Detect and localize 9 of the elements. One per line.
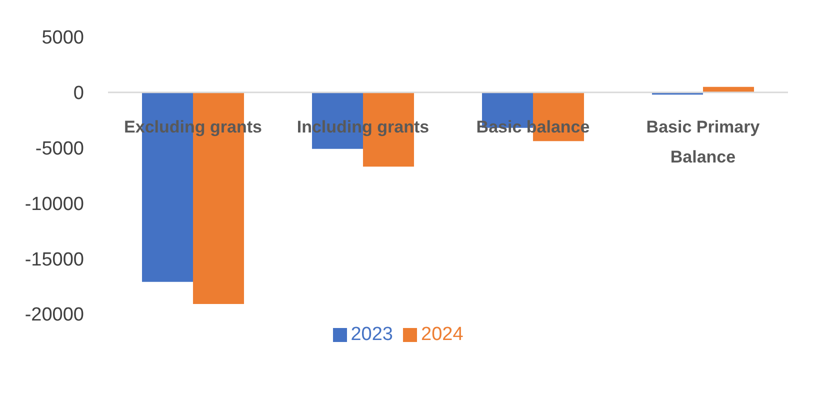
y-tick-label: 0: [73, 83, 84, 104]
y-tick-label: -5000: [35, 138, 84, 160]
legend-label: 2024: [421, 324, 464, 345]
y-tick-label: -20000: [24, 304, 84, 326]
y-tick-label: -10000: [24, 194, 84, 215]
y-tick-label: 5000: [42, 28, 84, 49]
legend-label: 2023: [350, 324, 393, 345]
x-tick-label: Basic Primary Balance: [646, 117, 760, 166]
y-tick-label: -15000: [24, 249, 84, 270]
